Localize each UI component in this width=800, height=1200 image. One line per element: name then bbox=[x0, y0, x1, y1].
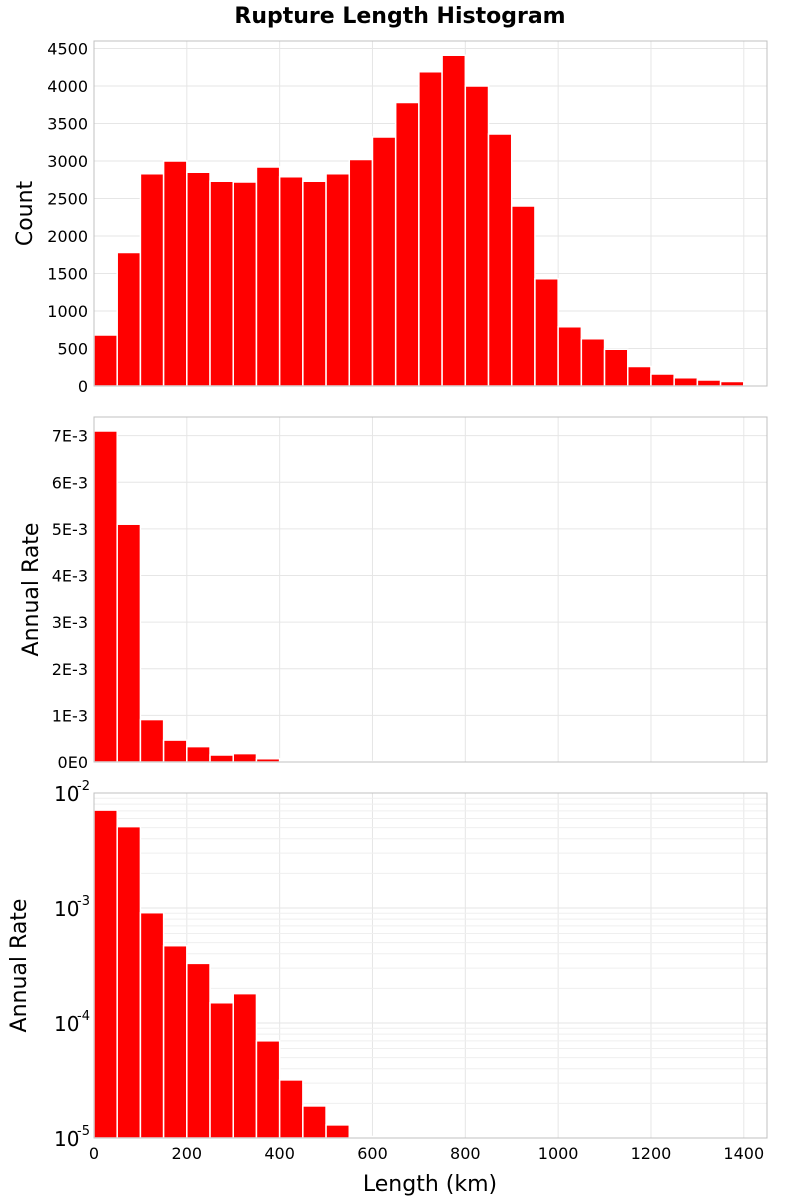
histogram-bar bbox=[232, 752, 258, 763]
y-axis-label: Annual Rate bbox=[7, 899, 32, 1033]
histogram-bar bbox=[418, 71, 443, 387]
y-axis-label: Count bbox=[13, 180, 38, 246]
y-tick-exponent: -3 bbox=[77, 894, 90, 909]
histogram-bar bbox=[719, 380, 745, 387]
histogram-bar bbox=[186, 171, 211, 387]
y-axis-label: Annual Rate bbox=[19, 523, 44, 657]
y-tick-label: 10 bbox=[54, 897, 79, 921]
histogram-bar bbox=[487, 133, 513, 387]
histogram-bar bbox=[162, 160, 188, 387]
histogram-bar bbox=[696, 379, 722, 387]
x-tick-label: 200 bbox=[172, 1144, 203, 1163]
histogram-bar bbox=[278, 1079, 304, 1139]
y-tick-label: 10 bbox=[54, 1127, 79, 1151]
y-tick-label: 2E-3 bbox=[52, 660, 88, 679]
histogram-bar bbox=[232, 181, 258, 387]
x-tick-label: 1400 bbox=[723, 1144, 764, 1163]
x-tick-label: 400 bbox=[264, 1144, 295, 1163]
histogram-bar bbox=[557, 326, 583, 387]
y-tick-label: 4500 bbox=[47, 40, 88, 59]
histogram-bar bbox=[93, 809, 118, 1139]
histogram-bar bbox=[93, 334, 118, 387]
histogram-bar bbox=[534, 278, 559, 387]
histogram-bar bbox=[464, 85, 490, 387]
panel-2: 0E0 1E-3 2E-3 3E-3 4E-3 5E-3 6E-3 7E-3 Annual Ra… bbox=[19, 416, 768, 772]
histogram-bar bbox=[394, 101, 420, 387]
histogram-bar bbox=[510, 205, 536, 387]
y-tick-label: 3500 bbox=[47, 115, 88, 134]
plot-frame bbox=[93, 416, 768, 763]
y-tick-label: 10 bbox=[54, 782, 79, 806]
y-tick-label: 3000 bbox=[47, 152, 88, 171]
y-tick-label: 4E-3 bbox=[52, 567, 88, 586]
histogram-bar bbox=[580, 338, 606, 387]
histogram-bar bbox=[255, 166, 281, 387]
y-tick-exponent: -5 bbox=[77, 1124, 90, 1139]
histogram-bar bbox=[93, 430, 118, 763]
histogram-bar bbox=[325, 173, 351, 387]
histogram-bar bbox=[139, 718, 165, 763]
y-tick-label: 0E0 bbox=[58, 753, 88, 772]
histogram-bar bbox=[209, 754, 234, 763]
y-tick-label: 6E-3 bbox=[52, 473, 88, 492]
histogram-bar bbox=[209, 180, 234, 387]
histogram-bar bbox=[278, 176, 304, 387]
x-axis-label: Length (km) bbox=[363, 1172, 497, 1197]
y-tick-label: 10 bbox=[54, 1012, 79, 1036]
histogram-bar bbox=[116, 825, 142, 1139]
histogram-bar bbox=[302, 180, 327, 387]
y-tick-label: 7E-3 bbox=[52, 427, 88, 446]
histogram-bar bbox=[441, 54, 467, 387]
histogram-bar bbox=[116, 251, 142, 387]
histogram-bar bbox=[162, 944, 188, 1139]
y-tick-label: 3E-3 bbox=[52, 613, 88, 632]
histogram-bar bbox=[603, 348, 629, 387]
y-tick-label: 2000 bbox=[47, 227, 88, 246]
histogram-bar bbox=[186, 962, 211, 1139]
plot-frame bbox=[93, 792, 768, 1139]
histogram-bar bbox=[673, 377, 699, 387]
y-tick-exponent: -4 bbox=[77, 1009, 90, 1024]
plot-frame bbox=[93, 40, 768, 387]
histogram-bar bbox=[650, 373, 675, 387]
x-tick-label: 1200 bbox=[631, 1144, 672, 1163]
histogram-bar bbox=[209, 1001, 234, 1139]
panel-1: 0 500 1000 1500 2000 2500 3000 3500 4000 4500 Coun… bbox=[13, 40, 768, 396]
y-tick-label: 1500 bbox=[47, 265, 88, 284]
histogram-bar bbox=[162, 739, 188, 763]
histogram-bar bbox=[139, 173, 165, 387]
histogram-bar bbox=[139, 911, 165, 1139]
histogram-bar bbox=[302, 1105, 327, 1139]
x-tick-label: 1000 bbox=[538, 1144, 579, 1163]
x-tick-label: 0 bbox=[89, 1144, 99, 1163]
y-tick-exponent: -2 bbox=[77, 779, 90, 794]
histogram-bar bbox=[627, 365, 652, 387]
histogram-bar bbox=[232, 992, 258, 1139]
y-tick-label: 2500 bbox=[47, 190, 88, 209]
y-tick-label: 0 bbox=[78, 377, 88, 396]
x-tick-label: 600 bbox=[357, 1144, 388, 1163]
histogram-bar bbox=[255, 1040, 281, 1139]
y-tick-label: 500 bbox=[57, 340, 88, 359]
y-tick-label: 4000 bbox=[47, 77, 88, 96]
x-tick-label: 800 bbox=[450, 1144, 481, 1163]
y-tick-label: 5E-3 bbox=[52, 520, 88, 539]
y-tick-label: 1E-3 bbox=[52, 706, 88, 725]
chart-title: Rupture Length Histogram bbox=[234, 4, 565, 29]
chart-panels: 050010001500200025003000350040004500Coun… bbox=[7, 40, 768, 1163]
histogram-bar bbox=[116, 523, 142, 763]
histogram-bar bbox=[186, 745, 211, 763]
histogram-bar bbox=[325, 1124, 351, 1139]
y-tick-label: 1000 bbox=[47, 302, 88, 321]
histogram-bar bbox=[371, 136, 397, 387]
histogram-bar bbox=[348, 158, 374, 387]
